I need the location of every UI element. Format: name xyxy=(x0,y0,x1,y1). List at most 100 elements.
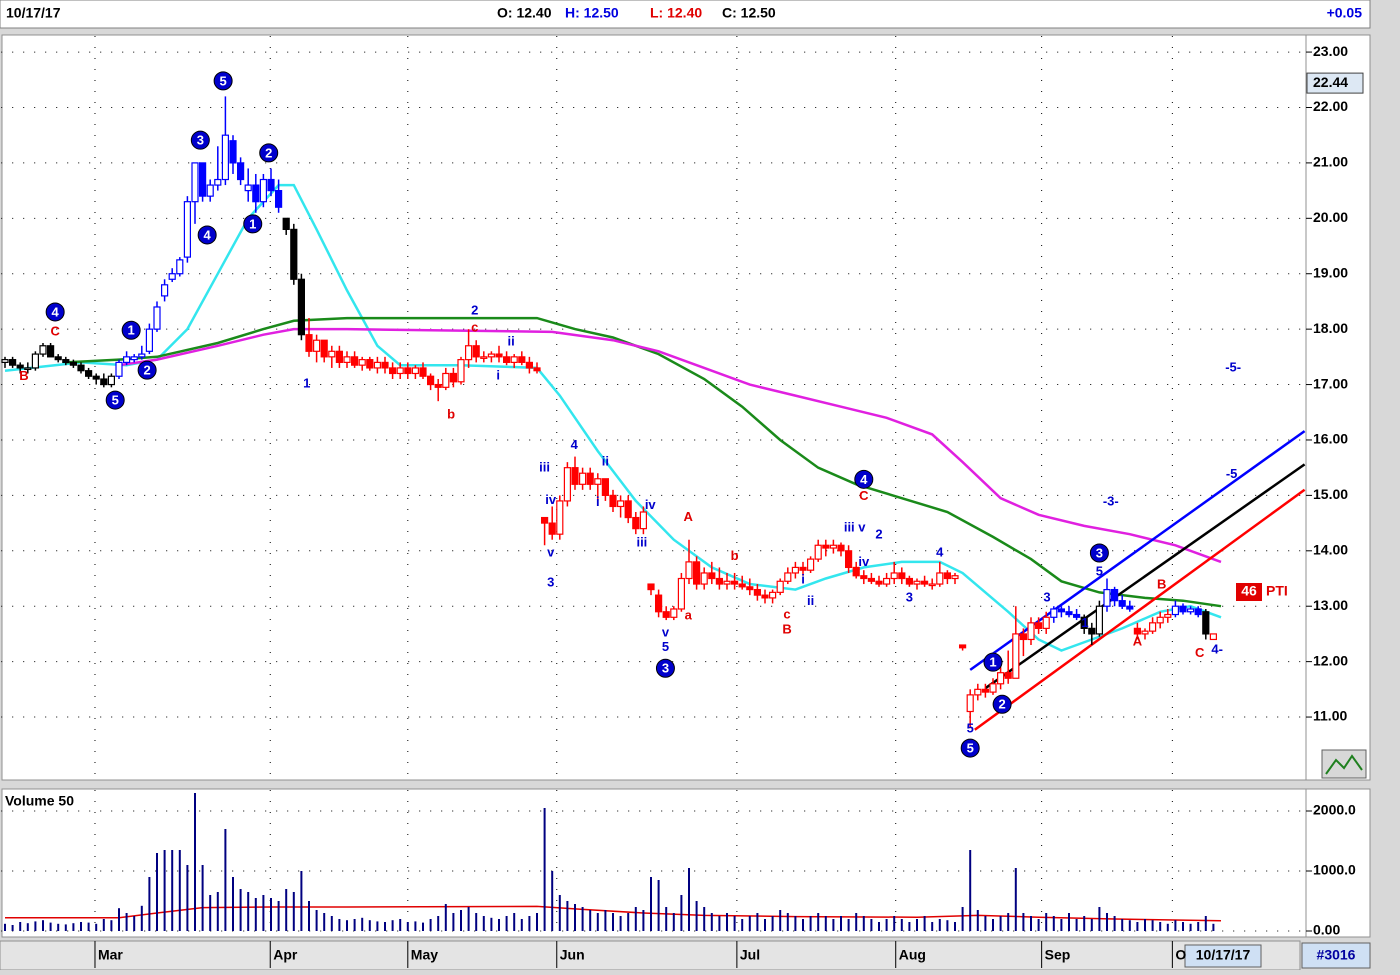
wave-circle xyxy=(854,469,874,489)
candle-body xyxy=(221,134,229,181)
x-tick-label: Mar xyxy=(98,947,123,963)
price-line xyxy=(984,463,1306,690)
wave-label: 1 xyxy=(249,216,256,231)
candle-body xyxy=(1171,605,1180,616)
candle-body xyxy=(738,583,746,588)
panel-icon-glyph xyxy=(1325,754,1363,775)
candle-body xyxy=(890,572,898,580)
y-tick-label: 21.00 xyxy=(1313,154,1348,170)
wave-circle xyxy=(213,71,233,91)
candle-body xyxy=(1148,622,1157,632)
candle-body xyxy=(1034,622,1043,629)
candle-body xyxy=(8,359,17,366)
candle-body xyxy=(396,367,404,375)
candle-body xyxy=(753,588,762,596)
panel-icon[interactable] xyxy=(1321,749,1367,779)
candle-body xyxy=(685,561,693,580)
candle-body xyxy=(548,522,556,535)
volume-title: Volume 50 xyxy=(5,793,74,809)
candle-body xyxy=(168,273,176,280)
wave-label: -5 xyxy=(1226,466,1238,481)
price-line xyxy=(118,327,1222,564)
wave-label: B xyxy=(1157,577,1166,592)
candle-body xyxy=(237,162,245,181)
volume-axis xyxy=(1305,788,1371,938)
candle-body xyxy=(214,178,222,186)
candle-body xyxy=(936,572,944,585)
wave-label: 1 xyxy=(989,655,996,670)
candle-body xyxy=(161,284,169,297)
candle-body xyxy=(1080,616,1088,629)
candle-body xyxy=(662,611,670,618)
candle-body xyxy=(130,356,138,361)
y-tick-label: 16.00 xyxy=(1313,431,1348,447)
candle-body xyxy=(138,353,146,358)
candle-body xyxy=(578,472,587,485)
wave-circle xyxy=(960,738,980,758)
candle-body xyxy=(84,370,93,377)
wave-label: iv xyxy=(645,497,657,512)
candle-body xyxy=(837,544,845,552)
candle-body xyxy=(708,572,716,580)
candle-body xyxy=(844,550,853,569)
candle-body xyxy=(1164,613,1172,618)
wave-label: 2 xyxy=(265,145,272,160)
x-tick-label: Jul xyxy=(740,947,760,963)
candle-body xyxy=(1141,630,1149,635)
candle-body xyxy=(1012,633,1020,679)
price-axis xyxy=(1305,34,1371,781)
candle-body xyxy=(411,367,419,375)
candle-body xyxy=(616,500,625,508)
price-panel xyxy=(1,34,1307,781)
wave-label: 5 xyxy=(220,73,227,88)
candle-body xyxy=(624,500,632,519)
wave-circle xyxy=(655,658,675,678)
y-tick-label: 12.00 xyxy=(1313,652,1348,668)
candle-body xyxy=(46,345,55,358)
wave-label: b xyxy=(447,406,455,421)
wave-label: 3 xyxy=(197,133,204,148)
candle-body xyxy=(358,359,366,366)
candle-body xyxy=(510,356,518,363)
wave-label: A xyxy=(1133,634,1143,649)
candle-body xyxy=(898,572,906,580)
candle-body xyxy=(495,353,503,358)
wave-circle xyxy=(1089,543,1109,563)
candle-body xyxy=(586,472,594,485)
candle-body xyxy=(351,356,359,366)
footer-date-box xyxy=(1184,944,1262,968)
volume-tick-label: 0.00 xyxy=(1313,922,1340,938)
wave-label: ii xyxy=(602,454,609,469)
candle-body xyxy=(1088,627,1096,635)
candle-body xyxy=(1126,605,1134,610)
header-date: 10/17/17 xyxy=(6,5,61,21)
wave-label: iii xyxy=(539,460,550,475)
time-axis xyxy=(0,940,1301,971)
price-line xyxy=(974,488,1306,731)
candle-body xyxy=(1019,633,1028,641)
candle-body xyxy=(981,688,990,693)
candle-body xyxy=(1057,608,1066,613)
wave-label: ii xyxy=(508,333,515,348)
last-price-label: 22.44 xyxy=(1313,74,1348,90)
price-line xyxy=(4,183,1222,652)
volume-panel xyxy=(1,788,1307,938)
candle-body xyxy=(487,353,495,358)
wave-label: b xyxy=(731,548,739,563)
candle-body xyxy=(1118,600,1126,607)
candle-body xyxy=(852,566,860,577)
candle-body xyxy=(191,162,199,203)
candle-body xyxy=(814,544,822,560)
candle-body xyxy=(966,694,974,713)
candle-body xyxy=(1065,611,1073,616)
candle-body xyxy=(860,575,868,580)
candle-body xyxy=(1042,616,1050,629)
wave-label: 3 xyxy=(1043,589,1050,604)
x-tick-label: Apr xyxy=(273,947,298,963)
candle-body xyxy=(449,372,457,383)
y-tick-label: 14.00 xyxy=(1313,542,1348,558)
wave-label: 3 xyxy=(662,661,669,676)
wave-label: ii xyxy=(807,593,814,608)
header-low: L: 12.40 xyxy=(650,5,702,21)
